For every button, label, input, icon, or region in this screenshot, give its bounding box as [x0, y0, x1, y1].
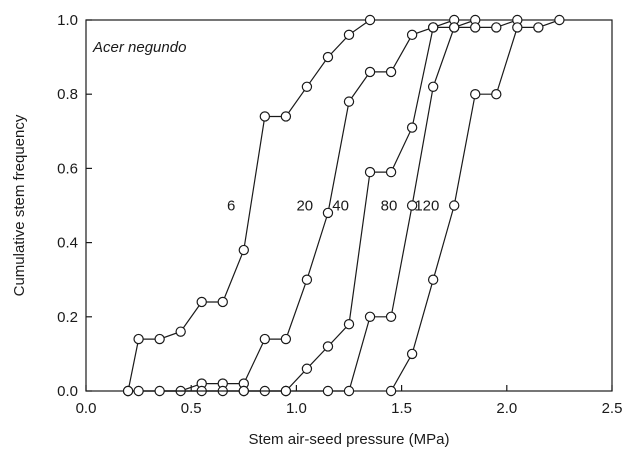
- x-tick-label: 2.0: [496, 400, 517, 417]
- series-20: [122, 14, 460, 397]
- data-point: [322, 385, 334, 397]
- data-point: [343, 319, 355, 330]
- chart-annotation: Acer negundo: [92, 39, 186, 56]
- data-point: [385, 166, 397, 178]
- data-point: [301, 274, 313, 285]
- series-labels-layer: 6 20 40 80 120: [227, 198, 439, 215]
- data-point: [301, 81, 313, 92]
- data-point: [280, 111, 292, 122]
- data-point: [449, 22, 460, 33]
- data-point: [301, 363, 313, 374]
- data-point: [343, 385, 355, 397]
- plot-area-frame: [85, 19, 613, 392]
- y-tick-label: 0.4: [57, 235, 78, 252]
- data-point: [154, 333, 165, 345]
- data-point: [133, 333, 144, 345]
- data-point: [427, 81, 439, 92]
- data-point: [343, 96, 355, 107]
- data-point: [259, 111, 271, 122]
- data-point: [217, 296, 228, 308]
- data-point: [364, 14, 376, 26]
- data-point: [280, 333, 292, 345]
- series-label-120: 120: [414, 198, 439, 215]
- y-axis-title: Cumulative stem frequency: [11, 114, 28, 296]
- y-tick-label: 0.0: [57, 383, 78, 400]
- data-point: [385, 66, 397, 78]
- x-tick-label: 1.0: [286, 400, 307, 417]
- data-point: [470, 88, 481, 100]
- x-tick-label: 2.5: [602, 400, 623, 417]
- data-point: [343, 29, 355, 41]
- data-point: [449, 200, 460, 211]
- data-point: [385, 385, 397, 397]
- y-tick-label: 0.6: [57, 160, 78, 177]
- data-point: [364, 66, 376, 78]
- x-tick-label: 0.0: [76, 400, 97, 417]
- data-point: [322, 207, 334, 219]
- data-point: [280, 385, 292, 397]
- series-80: [154, 14, 523, 397]
- data-point: [554, 14, 565, 26]
- data-point: [406, 200, 418, 211]
- data-point: [238, 244, 249, 256]
- x-tick-label: 0.5: [181, 400, 202, 417]
- data-point: [175, 326, 186, 337]
- data-point: [491, 22, 502, 33]
- series-label-40: 40: [332, 198, 349, 215]
- data-point: [364, 166, 376, 178]
- data-point: [322, 51, 334, 63]
- y-tick-label: 0.2: [57, 309, 78, 326]
- data-point: [406, 122, 418, 133]
- data-point: [322, 341, 334, 352]
- series-120: [385, 14, 565, 397]
- ticks-layer: 0.0 0.5 1.0 1.5 2.0 2.5 0.0 0.2 0.4 0.6 0.8 1.0: [57, 12, 622, 417]
- data-point: [385, 311, 397, 322]
- data-point: [238, 385, 249, 397]
- series-label-6: 6: [227, 198, 235, 215]
- x-tick-label: 1.5: [391, 400, 412, 417]
- data-point: [133, 385, 144, 397]
- y-tick-label: 1.0: [57, 12, 78, 29]
- data-point: [512, 22, 523, 33]
- series-line: [128, 19, 455, 392]
- data-point: [196, 296, 207, 308]
- data-point: [122, 385, 134, 397]
- data-point: [364, 311, 376, 322]
- data-point: [406, 348, 418, 360]
- data-point: [406, 29, 418, 41]
- x-axis-title: Stem air-seed pressure (MPa): [249, 431, 450, 448]
- series-label-20: 20: [296, 198, 313, 215]
- y-tick-label: 0.8: [57, 86, 78, 103]
- data-point: [491, 88, 502, 100]
- data-point: [470, 22, 481, 33]
- series-layer: [122, 14, 565, 397]
- data-point: [533, 22, 544, 33]
- data-point: [154, 385, 165, 397]
- series-6: [122, 14, 376, 397]
- data-point: [427, 274, 439, 285]
- series-label-80: 80: [381, 198, 398, 215]
- data-point: [427, 22, 439, 33]
- data-point: [259, 333, 271, 345]
